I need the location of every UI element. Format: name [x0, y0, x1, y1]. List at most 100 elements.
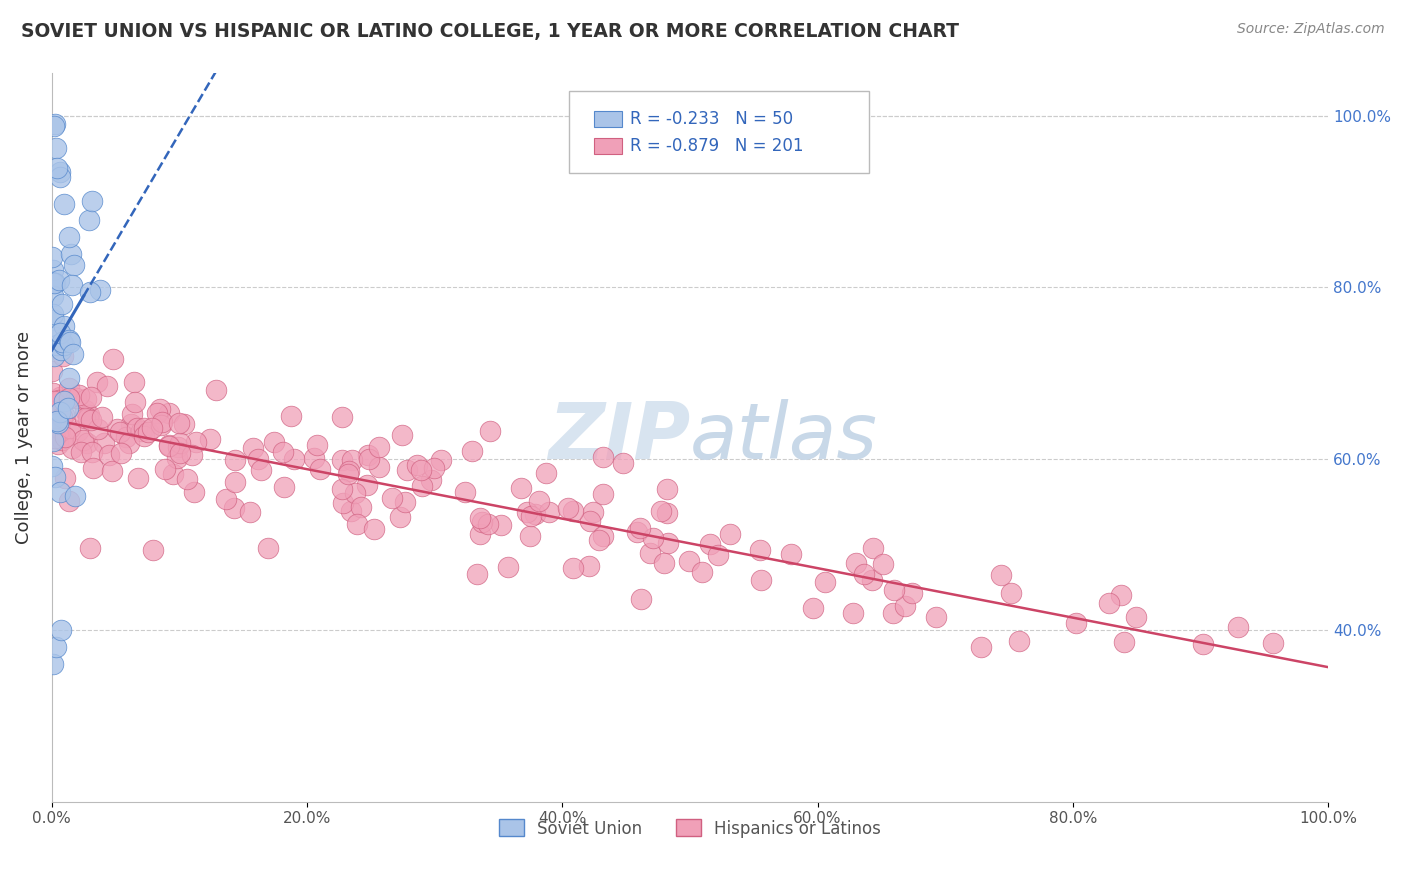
FancyBboxPatch shape: [568, 91, 869, 173]
Point: [52, 338, 75, 352]
Point: [79, 541, 101, 555]
Point: [330, 482, 353, 496]
Point: [205, 383, 228, 397]
Point: [41, 251, 63, 265]
Point: [330, 409, 353, 424]
Point: [44, 276, 66, 290]
Point: [779, 548, 801, 562]
Point: [141, 421, 163, 435]
Point: [149, 401, 172, 416]
Point: [343, 486, 366, 500]
Point: [127, 421, 149, 435]
Point: [162, 467, 184, 481]
Point: [592, 529, 614, 543]
Point: [340, 453, 363, 467]
Point: [157, 438, 180, 452]
Point: [52, 319, 75, 334]
Point: [454, 484, 477, 499]
Point: [118, 436, 141, 450]
Point: [1000, 586, 1022, 600]
Point: [582, 505, 605, 519]
Point: [519, 529, 541, 543]
Point: [129, 424, 152, 438]
Point: [41, 364, 63, 378]
Point: [52, 197, 75, 211]
Point: [509, 481, 531, 495]
Point: [852, 567, 875, 582]
Point: [49, 422, 72, 436]
Point: [55, 430, 77, 444]
Point: [489, 518, 512, 533]
Point: [224, 475, 246, 490]
Point: [273, 480, 295, 494]
Point: [498, 560, 520, 574]
Point: [46, 437, 69, 451]
Point: [65, 391, 87, 405]
Point: [242, 442, 264, 456]
Point: [561, 561, 583, 575]
Point: [630, 592, 652, 607]
Point: [337, 464, 360, 478]
Point: [655, 506, 678, 520]
Point: [538, 505, 561, 519]
Point: [41, 458, 63, 473]
Point: [76, 435, 98, 450]
Point: [302, 451, 325, 466]
Legend: Soviet Union, Hispanics or Latinos: Soviet Union, Hispanics or Latinos: [492, 813, 887, 844]
Point: [46, 338, 69, 352]
Point: [283, 452, 305, 467]
Point: [309, 462, 332, 476]
Point: [1008, 633, 1031, 648]
Point: [1125, 609, 1147, 624]
Point: [42, 657, 65, 672]
Point: [149, 418, 172, 433]
Point: [51, 297, 73, 311]
Bar: [595, 111, 623, 127]
Text: ZIP: ZIP: [548, 400, 690, 475]
Point: [465, 566, 488, 581]
Point: [176, 472, 198, 486]
Point: [42, 119, 65, 133]
Point: [263, 435, 285, 450]
Point: [239, 505, 262, 519]
Point: [1263, 636, 1285, 650]
Point: [280, 409, 302, 423]
Point: [86, 376, 108, 390]
Point: [127, 471, 149, 485]
Point: [423, 461, 446, 475]
Point: [45, 414, 67, 428]
Point: [134, 429, 156, 443]
Point: [470, 510, 492, 524]
Point: [470, 527, 492, 541]
Point: [256, 541, 278, 556]
Point: [76, 411, 98, 425]
Point: [1098, 596, 1121, 610]
Point: [699, 537, 721, 551]
Point: [520, 508, 543, 523]
Point: [67, 424, 90, 438]
Point: [56, 401, 79, 415]
Point: [48, 273, 70, 287]
Point: [96, 379, 118, 393]
Point: [592, 450, 614, 464]
Point: [42, 404, 65, 418]
Point: [52, 349, 75, 363]
Point: [49, 169, 72, 184]
Point: [367, 440, 389, 454]
Point: [273, 445, 295, 459]
Point: [44, 329, 66, 343]
Point: [336, 467, 359, 482]
Point: [46, 161, 69, 176]
Point: [58, 381, 80, 395]
Point: [626, 525, 648, 540]
Point: [340, 504, 363, 518]
Point: [247, 452, 270, 467]
Point: [53, 393, 76, 408]
Text: R = -0.879   N = 201: R = -0.879 N = 201: [630, 136, 803, 155]
Point: [142, 542, 165, 557]
Point: [153, 461, 176, 475]
Point: [643, 531, 665, 545]
Point: [79, 408, 101, 422]
Point: [138, 425, 160, 439]
Point: [579, 514, 602, 528]
